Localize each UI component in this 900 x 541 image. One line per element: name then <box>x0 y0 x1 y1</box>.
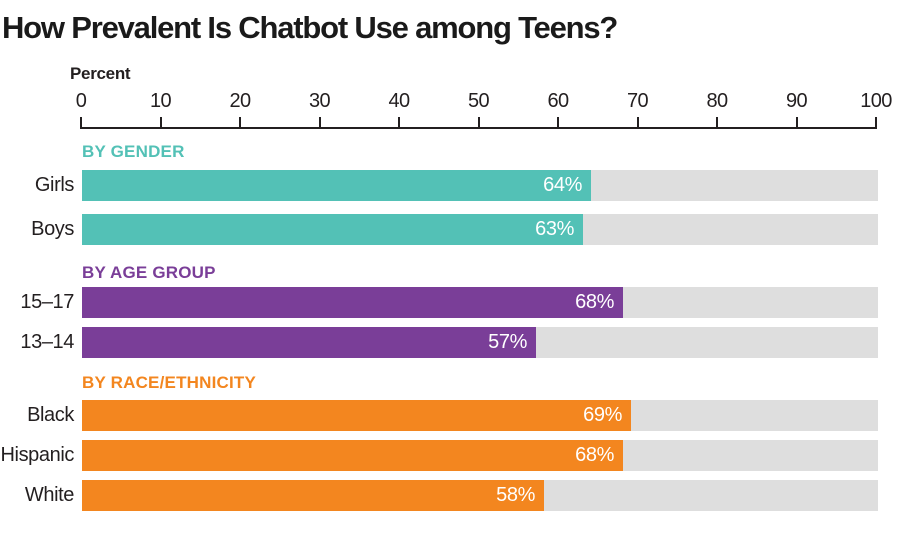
x-tick-label: 0 <box>75 90 87 112</box>
x-tick-mark <box>716 117 718 127</box>
x-axis-line <box>80 127 877 129</box>
bar-row-label: Girls <box>34 174 75 196</box>
x-tick-mark <box>80 117 82 127</box>
x-tick-mark <box>636 117 639 127</box>
axis-unit-label: Percent <box>70 64 131 83</box>
bar-row-label: White <box>24 484 75 506</box>
x-tick-label: 50 <box>467 90 490 112</box>
bar-row-label: Boys <box>31 218 74 240</box>
x-tick-label: 100 <box>860 90 892 112</box>
x-tick-mark <box>398 117 400 127</box>
bar-fill: 68% <box>82 440 623 471</box>
bar-value-label: 68% <box>575 444 614 466</box>
bar-fill: 63% <box>82 214 583 245</box>
bar-value-label: 64% <box>543 174 582 196</box>
x-tick-label: 60 <box>547 90 569 112</box>
x-tick-label: 90 <box>785 90 808 112</box>
bar-value-label: 58% <box>496 484 535 506</box>
bar-fill: 57% <box>82 327 536 358</box>
x-tick-label: 40 <box>388 90 410 112</box>
x-tick-mark <box>318 117 321 127</box>
bar-fill: 68% <box>82 287 623 318</box>
x-tick-mark <box>239 117 241 127</box>
bar-value-label: 69% <box>583 404 622 426</box>
x-tick-mark <box>477 117 480 127</box>
chart-title: How Prevalent Is Chatbot Use among Teens… <box>2 10 618 45</box>
x-tick-label: 30 <box>308 90 331 112</box>
bar-value-label: 63% <box>535 218 574 240</box>
group-label: BY GENDER <box>82 142 185 161</box>
bar-value-label: 57% <box>488 331 527 353</box>
group-label: BY RACE/ETHNICITY <box>82 373 257 392</box>
x-tick-label: 10 <box>149 90 172 112</box>
x-tick-label: 70 <box>626 90 649 112</box>
bar-row-label: 15–17 <box>20 291 74 313</box>
x-tick-mark <box>557 117 559 127</box>
x-tick-mark <box>159 117 162 127</box>
x-tick-label: 80 <box>706 90 728 112</box>
bar-fill: 69% <box>82 400 631 431</box>
x-tick-mark <box>795 117 798 127</box>
bar-row-label: Hispanic <box>0 444 75 466</box>
x-tick-mark <box>875 117 877 127</box>
x-tick-label: 20 <box>229 90 251 112</box>
bar-value-label: 68% <box>575 291 614 313</box>
group-label: BY AGE GROUP <box>82 263 216 282</box>
bar-fill: 58% <box>82 480 544 511</box>
bar-row-label: Black <box>27 404 74 426</box>
bar-fill: 64% <box>82 170 591 201</box>
bar-row-label: 13–14 <box>20 331 74 353</box>
